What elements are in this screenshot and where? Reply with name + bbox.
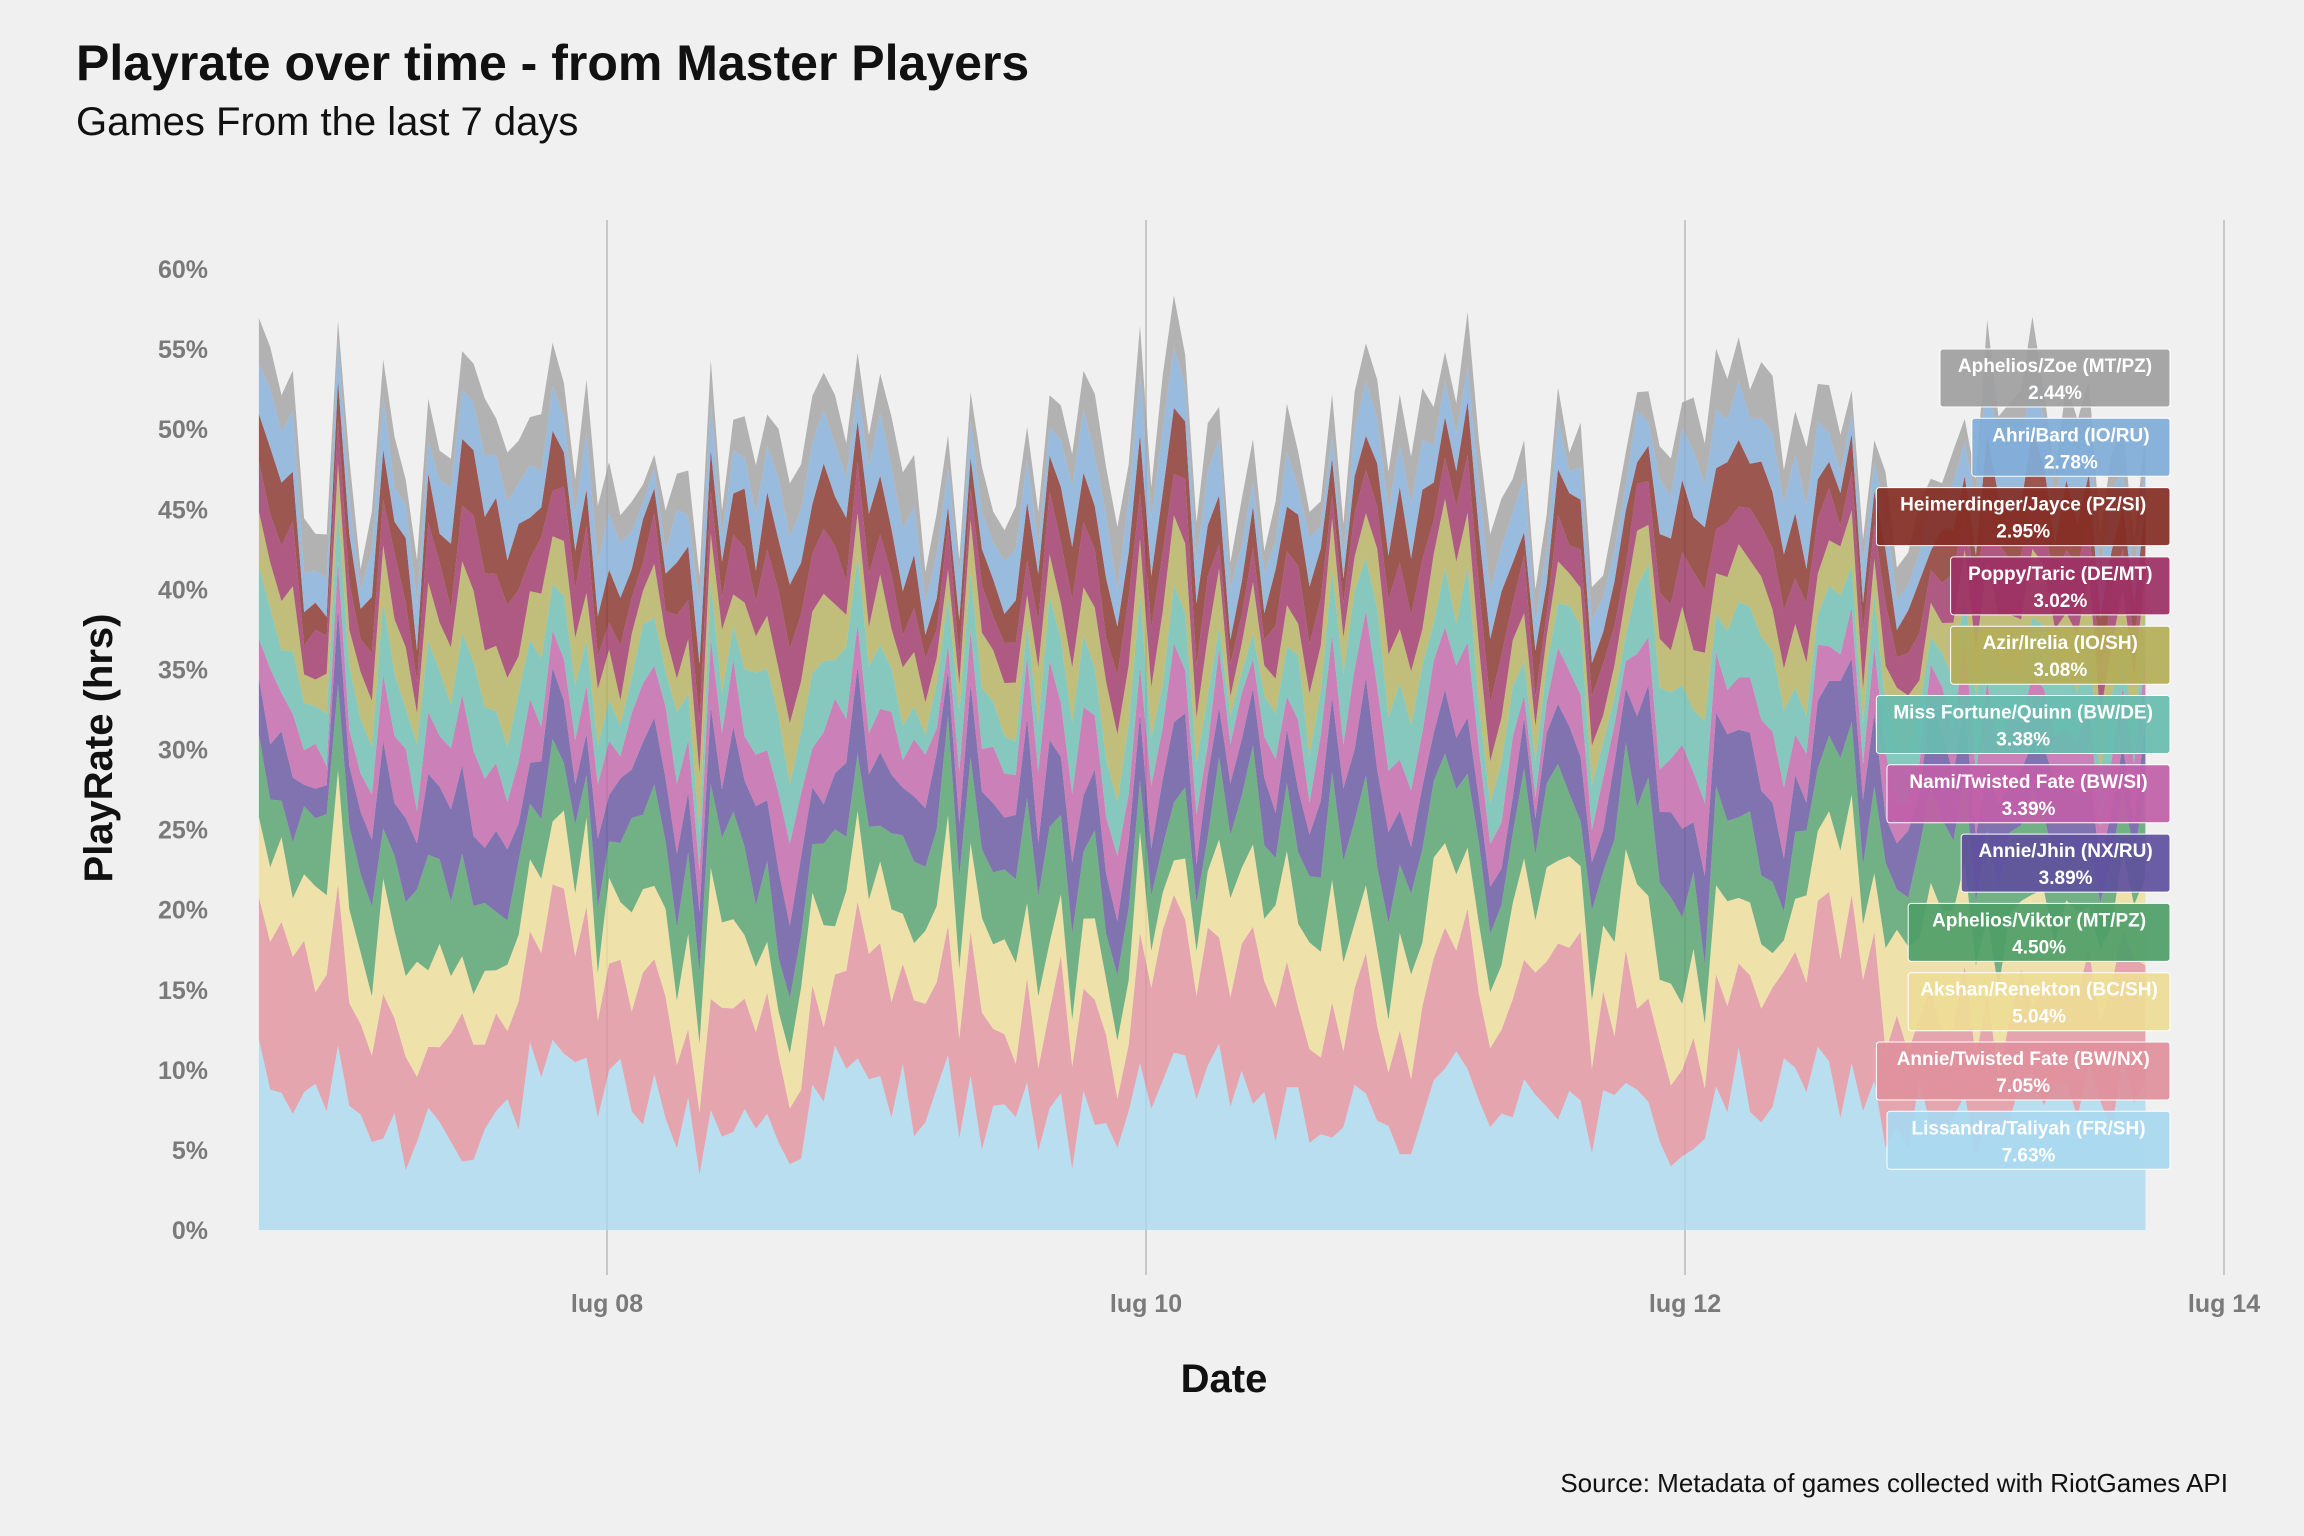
- y-tick-label: 5%: [172, 1137, 208, 1165]
- y-tick-label: 15%: [158, 977, 208, 1005]
- series-label-box: [1886, 764, 2171, 824]
- y-tick-label: 20%: [158, 897, 208, 925]
- series-label-box: [1939, 348, 2171, 408]
- x-tick-label: lug 08: [571, 1290, 643, 1318]
- series-label-name: Heimerdinger/Jayce (PZ/SI): [1900, 495, 2146, 516]
- y-tick-label: 25%: [158, 817, 208, 845]
- series-label-box: [1886, 1110, 2171, 1170]
- series-label-value: 5.04%: [2012, 1007, 2066, 1028]
- y-tick-label: 60%: [158, 256, 208, 284]
- series-label-name: Poppy/Taric (DE/MT): [1968, 564, 2152, 585]
- series-area-0: [258, 1039, 2146, 1230]
- direct-labels: Aphelios/Zoe (MT/PZ) 2.44% Ahri/Bard (IO/R…: [1875, 348, 2171, 1170]
- series-label-box: [1907, 972, 2171, 1032]
- series-area-2: [258, 770, 2146, 1113]
- series-label-box: [1950, 625, 2171, 685]
- y-axis-ticks: 0% 5% 10% 15% 20% 25% 30% 35% 40% 45% 50% 55% 60%: [158, 256, 208, 1245]
- series-label-value: 7.05%: [1996, 1076, 2050, 1097]
- series-area-9: [258, 380, 2146, 721]
- series-area-8: [258, 420, 2146, 774]
- x-axis-ticks: lug 08 lug 10 lug 12 lug 14: [571, 1290, 2260, 1318]
- y-tick-label: 10%: [158, 1057, 208, 1085]
- series-label-name: Aphelios/Zoe (MT/PZ): [1958, 356, 2152, 377]
- series-label-name: Azir/Irelia (IO/SH): [1983, 633, 2138, 654]
- series-area-5: [258, 561, 2146, 926]
- series-label-name: Ahri/Bard (IO/RU): [1992, 425, 2149, 446]
- series-label-value: 2.95%: [1996, 522, 2050, 543]
- series-area-6: [258, 506, 2146, 871]
- x-tick-label: lug 12: [1649, 1290, 1721, 1318]
- series-label-box: [1907, 902, 2171, 962]
- series-label-value: 3.08%: [2033, 660, 2087, 681]
- y-tick-label: 45%: [158, 496, 208, 524]
- series-label-name: Annie/Twisted Fate (BW/NX): [1897, 1049, 2150, 1070]
- series-label-name: Lissandra/Taliyah (FR/SH): [1911, 1118, 2145, 1139]
- series-label-value: 2.78%: [2044, 452, 2098, 473]
- chart-subtitle: Games From the last 7 days: [76, 100, 579, 144]
- series-label-name: Aphelios/Viktor (MT/PZ): [1932, 910, 2146, 931]
- series-label-name: Annie/Jhin (NX/RU): [1979, 841, 2153, 862]
- x-axis-title: Date: [1181, 1357, 1268, 1401]
- x-tick-label: lug 10: [1110, 1290, 1182, 1318]
- series-label-value: 7.63%: [2002, 1145, 2056, 1166]
- y-tick-label: 35%: [158, 656, 208, 684]
- series-label-box: [1875, 487, 2171, 547]
- series-label-box: [1960, 833, 2171, 893]
- series-label-name: Nami/Twisted Fate (BW/SI): [1909, 772, 2147, 793]
- chart-title: Playrate over time - from Master Players: [76, 35, 1030, 91]
- y-tick-label: 55%: [158, 336, 208, 364]
- series-label-box: [1950, 556, 2171, 616]
- series-label-box: [1875, 695, 2171, 754]
- series-label-value: 3.38%: [1996, 730, 2050, 751]
- y-axis-title: PlayRate (hrs): [77, 614, 121, 883]
- series-label-value: 4.50%: [2012, 937, 2066, 958]
- series-label-box: [1875, 1041, 2171, 1101]
- series-area-3: [258, 683, 2146, 1054]
- series-label-value: 2.44%: [2028, 383, 2082, 404]
- source-caption: Source: Metadata of games collected with…: [1560, 1468, 2228, 1498]
- x-tick-label: lug 14: [2188, 1290, 2260, 1318]
- y-tick-label: 40%: [158, 576, 208, 604]
- series-label-box: [1971, 417, 2171, 477]
- series-label-name: Akshan/Renekton (BC/SH): [1920, 980, 2158, 1001]
- area-layer: [258, 295, 2146, 1230]
- series-area-7: [258, 463, 2146, 833]
- series-label-name: Miss Fortune/Quinn (BW/DE): [1893, 703, 2153, 724]
- y-tick-label: 0%: [172, 1217, 208, 1245]
- series-label-value: 3.89%: [2039, 868, 2093, 889]
- y-tick-label: 50%: [158, 416, 208, 444]
- series-label-value: 3.39%: [2002, 799, 2056, 820]
- series-area-4: [258, 608, 2146, 998]
- series-area-1: [258, 883, 2146, 1175]
- series-label-value: 3.02%: [2033, 591, 2087, 612]
- y-tick-label: 30%: [158, 737, 208, 765]
